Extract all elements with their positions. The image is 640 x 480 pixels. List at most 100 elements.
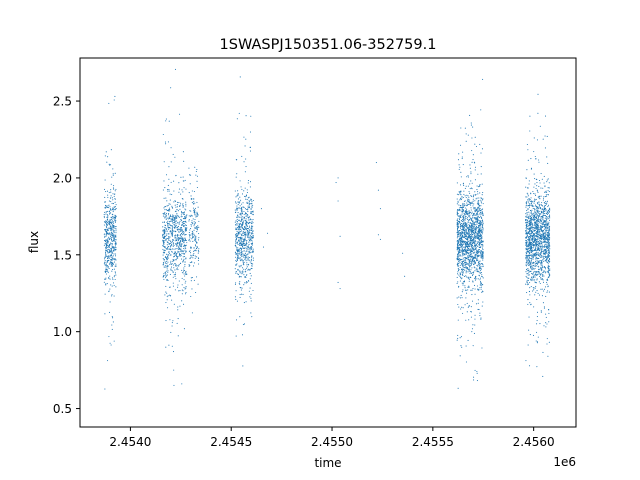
data-point — [533, 205, 535, 207]
data-point — [458, 265, 460, 267]
data-point — [165, 239, 167, 241]
data-point — [174, 259, 176, 261]
data-point — [185, 188, 187, 190]
data-point — [536, 323, 538, 325]
data-point — [171, 217, 173, 219]
data-point — [459, 215, 461, 217]
data-point — [471, 188, 473, 190]
data-point — [464, 266, 466, 268]
data-point — [105, 228, 107, 230]
data-point — [188, 232, 190, 234]
data-point — [193, 212, 195, 214]
data-point — [109, 197, 111, 199]
data-point — [185, 201, 187, 203]
data-point — [459, 241, 461, 243]
data-point — [106, 360, 109, 362]
data-point — [183, 328, 185, 330]
data-point — [165, 256, 167, 258]
data-point — [246, 231, 248, 233]
data-point — [236, 208, 238, 211]
data-point — [542, 257, 545, 259]
data-point — [108, 238, 110, 240]
data-point — [476, 189, 478, 191]
data-point — [534, 227, 536, 229]
data-point — [466, 267, 468, 270]
data-point — [246, 264, 248, 266]
data-point — [192, 207, 195, 209]
data-point — [174, 224, 176, 226]
data-point — [246, 280, 248, 283]
data-point — [245, 274, 248, 276]
data-point — [481, 274, 483, 276]
data-point — [542, 138, 544, 140]
data-point — [546, 222, 548, 224]
data-point — [174, 226, 176, 229]
data-point — [534, 177, 536, 180]
data-point — [471, 231, 473, 233]
data-point — [104, 229, 106, 231]
data-point — [538, 255, 540, 257]
data-point — [172, 243, 175, 245]
data-point — [239, 272, 241, 274]
data-point — [107, 233, 109, 235]
data-point — [537, 231, 539, 234]
data-point — [481, 222, 483, 224]
data-point — [189, 246, 192, 248]
data-point — [533, 255, 535, 257]
data-point — [113, 232, 115, 234]
data-point — [461, 346, 463, 348]
data-point — [166, 256, 168, 258]
data-point — [183, 279, 185, 281]
data-point — [192, 265, 195, 267]
data-point — [465, 216, 467, 218]
data-point — [468, 249, 470, 251]
data-point — [179, 248, 181, 250]
data-point — [243, 219, 245, 221]
data-point — [234, 212, 236, 214]
data-point — [241, 267, 243, 269]
data-point — [461, 224, 463, 226]
data-point — [462, 254, 464, 256]
data-point — [109, 221, 111, 223]
data-point — [529, 257, 531, 259]
data-point — [464, 219, 466, 221]
data-point — [111, 294, 113, 296]
data-point — [537, 191, 539, 193]
data-point — [182, 206, 184, 208]
data-point — [479, 214, 481, 216]
data-point — [174, 254, 176, 256]
data-point — [111, 220, 113, 222]
data-point — [461, 247, 463, 250]
data-point — [478, 238, 480, 240]
data-point — [162, 215, 164, 217]
data-point — [540, 228, 542, 230]
data-point — [196, 175, 199, 177]
data-point — [113, 261, 116, 263]
data-point — [247, 269, 249, 271]
data-point — [189, 261, 191, 264]
data-point — [176, 236, 179, 238]
data-point — [481, 253, 483, 255]
data-point — [173, 303, 175, 305]
data-point — [456, 257, 458, 259]
data-point — [459, 259, 462, 261]
data-point — [196, 229, 198, 231]
data-point — [251, 265, 253, 267]
data-point — [536, 228, 538, 230]
data-point — [183, 303, 185, 305]
data-point — [169, 286, 171, 288]
data-point — [247, 223, 250, 225]
data-point — [464, 187, 466, 189]
data-point — [188, 239, 190, 242]
data-point — [162, 236, 164, 238]
data-point — [183, 233, 185, 235]
data-point — [108, 336, 110, 338]
data-point — [480, 215, 482, 217]
data-point — [252, 248, 254, 250]
data-point — [459, 355, 461, 357]
data-point — [458, 250, 460, 252]
data-point — [477, 308, 479, 311]
data-point — [472, 257, 474, 259]
data-point — [235, 238, 237, 240]
data-point — [237, 241, 239, 243]
